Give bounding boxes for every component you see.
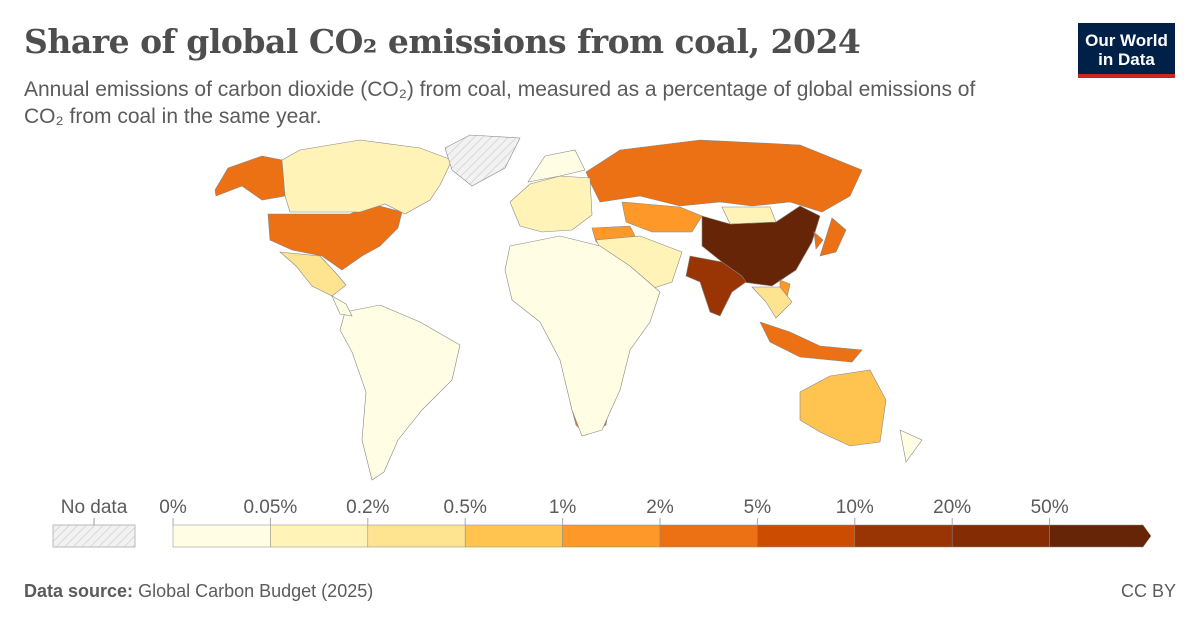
region-japan[interactable] — [819, 217, 847, 257]
region-africa[interactable] — [504, 235, 661, 437]
source-value[interactable]: Global Carbon Budget (2025) — [138, 581, 374, 601]
license[interactable]: CC BY — [1120, 581, 1176, 601]
region-russia[interactable] — [585, 139, 863, 213]
no-data-swatch — [52, 524, 136, 548]
region-kazakhstan[interactable] — [621, 201, 703, 233]
region-alaska-united-states[interactable] — [214, 155, 286, 201]
page-subtitle: Annual emissions of carbon dioxide (CO₂)… — [24, 78, 976, 128]
region-indonesia[interactable] — [759, 321, 863, 363]
legend-bin-label: 5% — [743, 497, 772, 518]
legend-swatch-1[interactable] — [270, 524, 369, 548]
legend-bin-label: 0.05% — [243, 497, 298, 518]
region-europe[interactable] — [509, 175, 593, 233]
region-united-states[interactable] — [267, 203, 403, 271]
legend-swatch-6[interactable] — [757, 524, 856, 548]
region-scandinavia[interactable] — [527, 149, 586, 183]
region-greenland[interactable] — [444, 134, 521, 187]
region-new-zealand[interactable] — [899, 429, 923, 463]
legend-bin-label: 1% — [548, 497, 577, 518]
legend-bin-label: 0.2% — [346, 497, 390, 518]
legend-swatch-5[interactable] — [659, 524, 758, 548]
legend-swatch-3[interactable] — [464, 524, 563, 548]
legend-swatch-2[interactable] — [367, 524, 466, 548]
source-label: Data source: — [24, 581, 134, 601]
data-source: Data source: Global Carbon Budget (2025) — [24, 581, 373, 602]
legend-bin-label: 20% — [933, 497, 972, 518]
legend-bin-label: 50% — [1030, 497, 1069, 518]
region-south-korea[interactable] — [813, 231, 824, 250]
no-data-label: No data — [60, 497, 128, 518]
region-mexico[interactable] — [279, 251, 347, 297]
legend-swatch-8[interactable] — [951, 524, 1050, 548]
region-australia[interactable] — [799, 369, 887, 447]
page-title: Share of global CO₂ emissions from coal,… — [24, 22, 861, 61]
legend-bin-label: 2% — [646, 497, 674, 518]
region-mongolia[interactable] — [721, 206, 777, 225]
owid-logo[interactable]: Our World in Data — [1078, 23, 1175, 78]
region-south-america[interactable] — [339, 304, 461, 481]
region-canada[interactable] — [281, 139, 453, 215]
region-india[interactable] — [685, 255, 747, 317]
legend-bin-label: 0% — [159, 497, 187, 518]
legend-swatch-0[interactable] — [172, 524, 271, 548]
legend-bin-label: 10% — [835, 497, 874, 518]
legend-swatch-9[interactable] — [1049, 524, 1152, 548]
legend-bar — [172, 518, 1152, 548]
region-southeast-asia[interactable] — [751, 286, 793, 319]
legend-swatch-7[interactable] — [854, 524, 953, 548]
legend-swatch-4[interactable] — [562, 524, 661, 548]
region-central-america[interactable] — [331, 295, 353, 317]
legend-bin-label: 0.5% — [443, 497, 487, 518]
